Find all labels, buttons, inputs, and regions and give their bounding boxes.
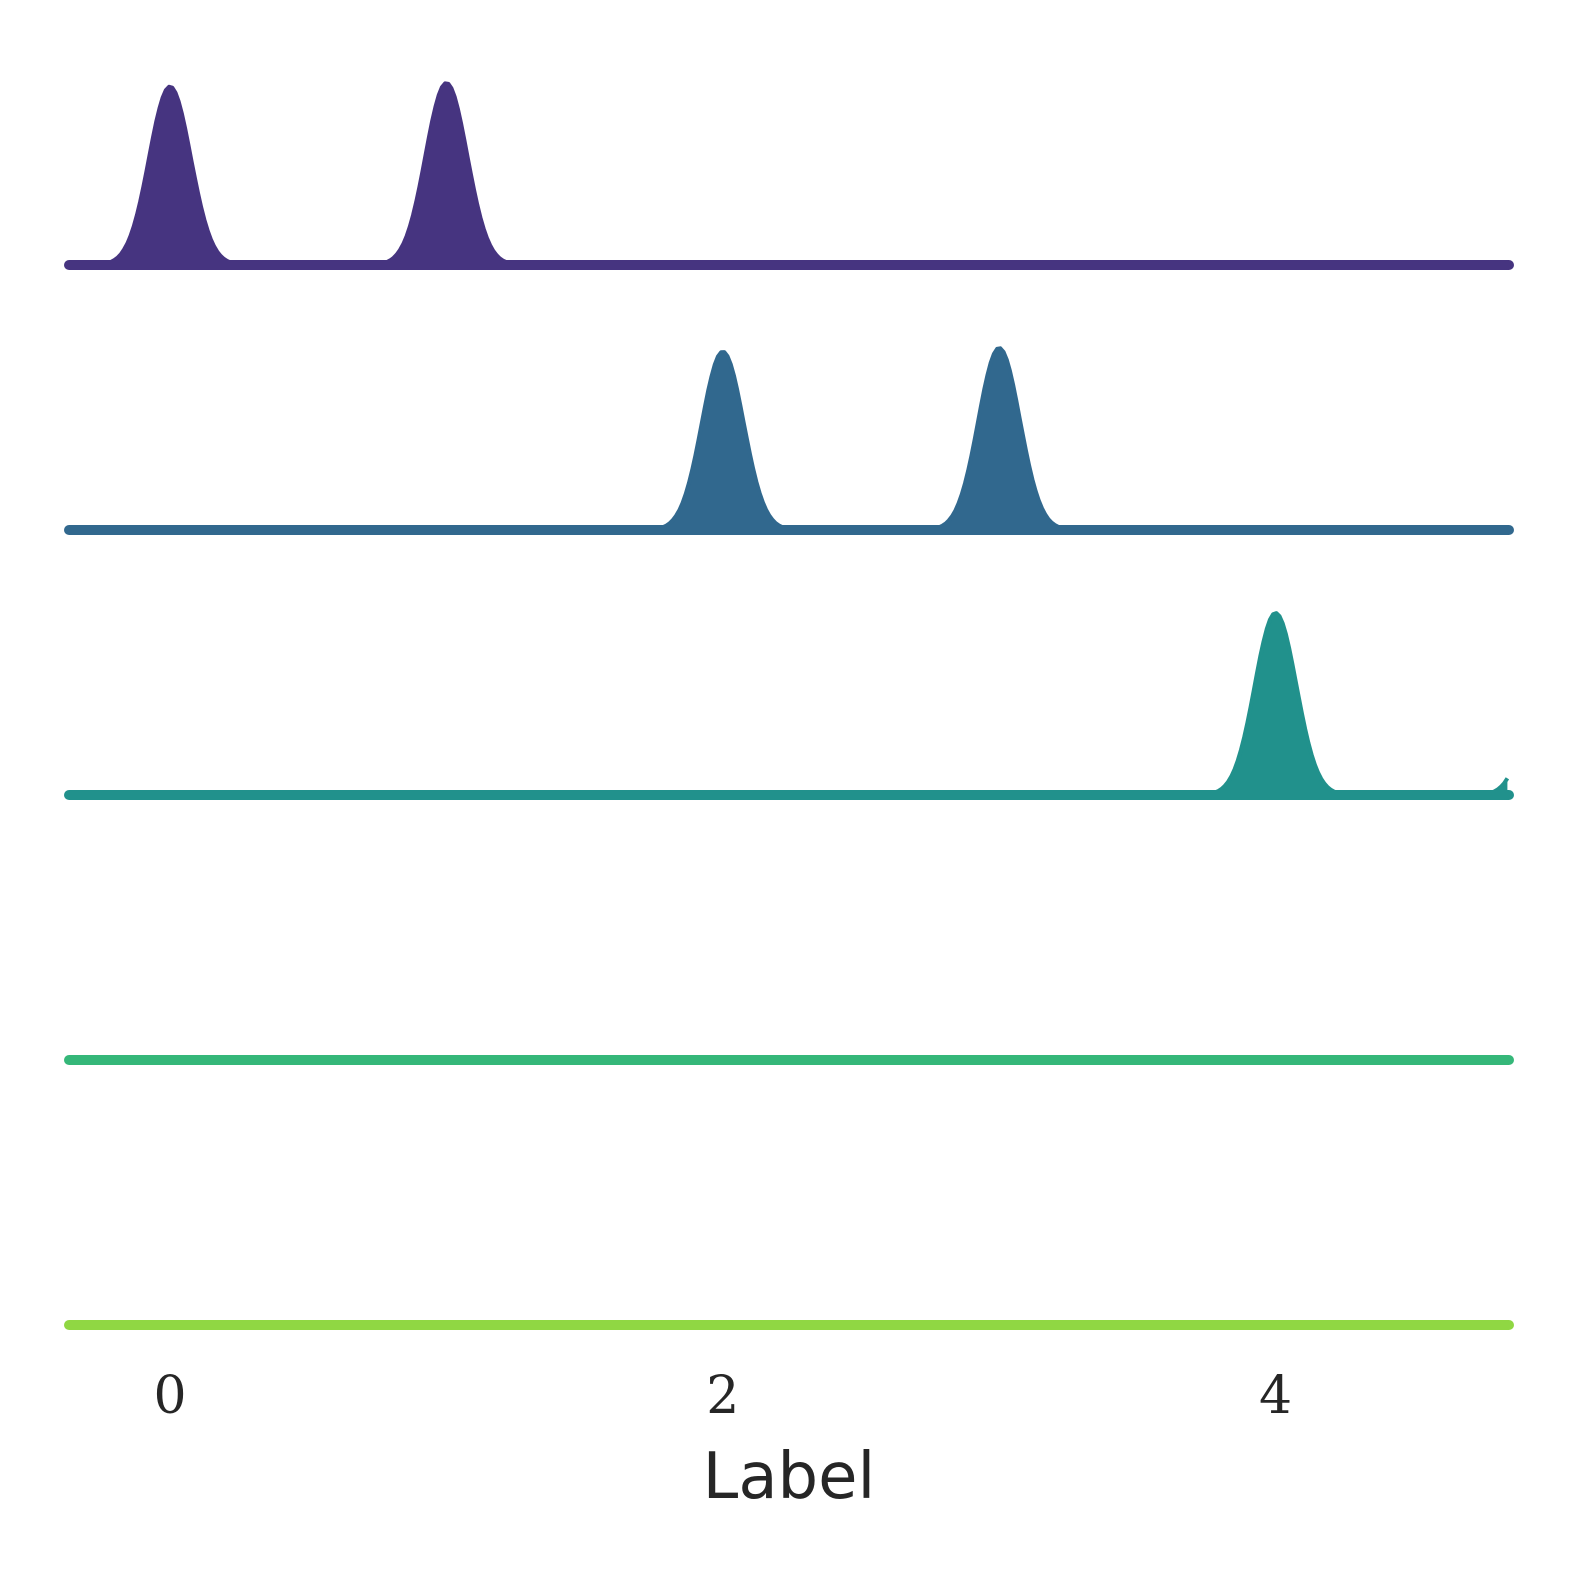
ridge-0 <box>64 81 1514 270</box>
x-tick-label: 0 <box>153 1366 186 1426</box>
ridge-2-density <box>69 613 1508 795</box>
x-ticks-group: 02468 <box>153 1366 1292 1426</box>
x-tick-label: 4 <box>1259 1366 1292 1426</box>
ridge-1-outline <box>69 346 1508 532</box>
x-tick-label: 2 <box>706 1366 739 1426</box>
ridge-2 <box>64 611 1514 800</box>
ridge-0-density <box>69 83 1508 266</box>
ridges-group <box>64 81 1514 1330</box>
ridge-1 <box>64 346 1514 535</box>
ridge-0-outline <box>69 81 1508 267</box>
ridge-1-density <box>69 348 1508 530</box>
x-axis-label: Label <box>703 1440 876 1514</box>
